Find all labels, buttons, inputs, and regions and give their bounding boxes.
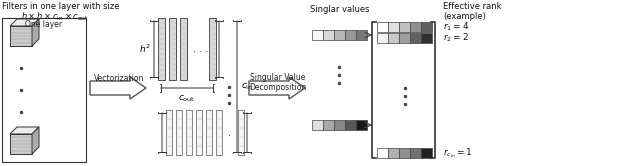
Text: . . .: . . . [193, 44, 208, 54]
Bar [421, 33, 432, 43]
Polygon shape [10, 134, 32, 154]
Bar [323, 120, 334, 130]
Bar [388, 148, 399, 158]
Text: Effective rank
(example): Effective rank (example) [443, 2, 502, 21]
Bar [345, 120, 356, 130]
FancyArrow shape [249, 77, 305, 99]
Bar [312, 30, 323, 40]
Text: $h \times h \times c_\mathrm{in} \times c_\mathrm{out}$: $h \times h \times c_\mathrm{in} \times … [21, 10, 89, 23]
Polygon shape [10, 127, 39, 134]
Text: One layer: One layer [26, 20, 63, 29]
Bar [196, 110, 202, 155]
Text: $r_{c_\mathrm{in}} = 1$: $r_{c_\mathrm{in}} = 1$ [443, 146, 472, 160]
Text: Filters in one layer with size: Filters in one layer with size [2, 2, 120, 11]
Bar [399, 22, 410, 32]
Bar [166, 110, 172, 155]
Bar [356, 30, 367, 40]
Bar [377, 148, 388, 158]
Bar [421, 22, 432, 32]
Bar [206, 110, 212, 155]
Bar [388, 33, 399, 43]
Text: Singlar values: Singlar values [310, 5, 370, 14]
Bar [356, 120, 367, 130]
Bar [238, 110, 244, 155]
FancyArrow shape [90, 77, 146, 99]
Polygon shape [10, 19, 39, 26]
Bar [410, 148, 421, 158]
Text: .: . [228, 127, 231, 137]
Bar [312, 120, 323, 130]
Bar [334, 120, 345, 130]
Text: $c_\mathrm{in}$: $c_\mathrm{in}$ [241, 81, 253, 92]
Text: Vectorization: Vectorization [94, 74, 144, 83]
Bar [209, 18, 216, 80]
Bar [377, 33, 388, 43]
Bar [388, 22, 399, 32]
Bar [176, 110, 182, 155]
Text: Singular Value
Decomposition: Singular Value Decomposition [250, 73, 307, 92]
Bar [323, 30, 334, 40]
Bar [399, 33, 410, 43]
Bar [410, 22, 421, 32]
Bar [410, 33, 421, 43]
Text: $r_2 = 2$: $r_2 = 2$ [443, 32, 468, 44]
Bar [334, 30, 345, 40]
Polygon shape [10, 26, 32, 46]
Polygon shape [32, 19, 39, 46]
Text: $c_\mathrm{out}$: $c_\mathrm{out}$ [179, 93, 196, 103]
Bar [377, 22, 388, 32]
Polygon shape [32, 127, 39, 154]
Bar [421, 148, 432, 158]
Bar [169, 18, 176, 80]
Bar [186, 110, 192, 155]
Bar [399, 148, 410, 158]
Text: $r_1 = 4$: $r_1 = 4$ [443, 21, 469, 33]
Bar [180, 18, 187, 80]
Text: $h^2$: $h^2$ [140, 43, 151, 55]
Bar [158, 18, 165, 80]
Bar [216, 110, 222, 155]
Bar [345, 30, 356, 40]
Bar [2, 18, 86, 162]
